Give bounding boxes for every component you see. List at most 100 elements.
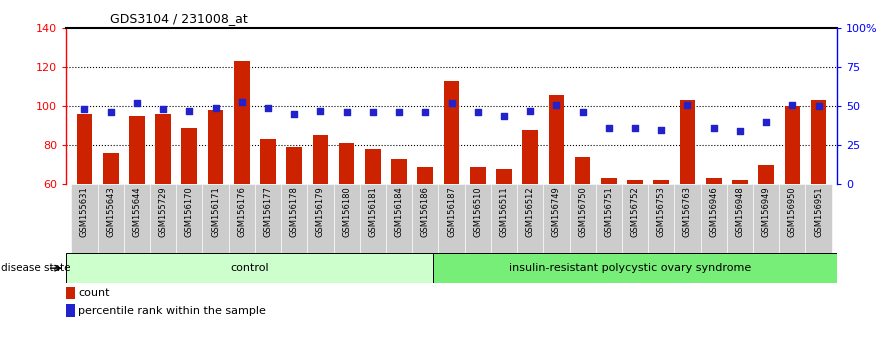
Bar — [281, 184, 307, 253]
Bar — [706, 178, 722, 184]
Bar — [129, 116, 144, 184]
Text: GSM156763: GSM156763 — [683, 186, 692, 237]
Point — [811, 103, 825, 109]
Bar — [103, 153, 119, 184]
Bar — [66, 287, 75, 299]
Text: count: count — [78, 288, 110, 298]
Point — [470, 110, 485, 115]
Bar — [418, 166, 433, 184]
Text: GSM156512: GSM156512 — [526, 186, 535, 237]
Bar — [123, 184, 150, 253]
Bar — [464, 184, 491, 253]
Bar — [654, 180, 670, 184]
Point — [234, 99, 248, 104]
Text: GSM156749: GSM156749 — [552, 186, 561, 237]
Point — [287, 111, 301, 117]
Point — [523, 108, 537, 114]
Text: GSM156179: GSM156179 — [316, 186, 325, 237]
Bar — [549, 95, 564, 184]
Text: percentile rank within the sample: percentile rank within the sample — [78, 306, 266, 316]
Text: GSM156171: GSM156171 — [211, 186, 220, 237]
Bar — [805, 184, 832, 253]
Text: insulin-resistant polycystic ovary syndrome: insulin-resistant polycystic ovary syndr… — [508, 263, 751, 273]
Point — [707, 125, 721, 131]
Bar — [77, 114, 93, 184]
Point — [314, 108, 328, 114]
Bar — [759, 165, 774, 184]
Bar — [732, 180, 748, 184]
Bar — [334, 184, 359, 253]
Bar — [339, 143, 354, 184]
Point — [392, 110, 406, 115]
Text: GSM156181: GSM156181 — [368, 186, 377, 237]
Bar — [66, 253, 433, 283]
Text: GSM156948: GSM156948 — [736, 186, 744, 237]
Point — [418, 110, 433, 115]
Bar — [150, 184, 176, 253]
Point — [156, 107, 170, 112]
Text: GSM156752: GSM156752 — [631, 186, 640, 237]
Point — [130, 100, 144, 106]
Bar — [233, 62, 249, 184]
Point — [497, 113, 511, 118]
Text: GSM156951: GSM156951 — [814, 186, 823, 237]
Bar — [412, 184, 439, 253]
Text: disease state: disease state — [1, 263, 70, 273]
Bar — [255, 184, 281, 253]
Text: GSM156184: GSM156184 — [395, 186, 403, 237]
Point — [444, 100, 458, 106]
Bar — [98, 184, 123, 253]
Bar — [155, 114, 171, 184]
Bar — [365, 149, 381, 184]
Bar — [203, 184, 229, 253]
Bar — [627, 180, 643, 184]
Bar — [622, 184, 648, 253]
Bar — [307, 184, 334, 253]
Bar — [433, 253, 837, 283]
Point — [550, 102, 564, 108]
Bar — [439, 184, 464, 253]
Point — [655, 127, 669, 132]
Bar — [601, 178, 617, 184]
Bar — [700, 184, 727, 253]
Text: GSM156753: GSM156753 — [656, 186, 666, 237]
Bar — [444, 81, 459, 184]
Bar — [596, 184, 622, 253]
Bar — [470, 166, 485, 184]
Point — [680, 102, 694, 108]
Text: GSM156511: GSM156511 — [500, 186, 508, 237]
Point — [366, 110, 380, 115]
Bar — [313, 135, 329, 184]
Bar — [648, 184, 674, 253]
Text: GSM156170: GSM156170 — [185, 186, 194, 237]
Text: GSM156510: GSM156510 — [473, 186, 482, 237]
Text: control: control — [230, 263, 269, 273]
Bar — [71, 184, 98, 253]
Bar — [496, 169, 512, 184]
Bar — [544, 184, 569, 253]
Bar — [286, 147, 302, 184]
Bar — [66, 304, 75, 317]
Point — [182, 108, 196, 114]
Text: GDS3104 / 231008_at: GDS3104 / 231008_at — [110, 12, 248, 25]
Text: GSM156176: GSM156176 — [237, 186, 247, 237]
Bar — [679, 101, 695, 184]
Bar — [674, 184, 700, 253]
Point — [261, 105, 275, 110]
Text: GSM156180: GSM156180 — [342, 186, 352, 237]
Bar — [727, 184, 753, 253]
Text: GSM156186: GSM156186 — [421, 186, 430, 237]
Point — [575, 110, 589, 115]
Point — [602, 125, 616, 131]
Text: GSM156187: GSM156187 — [447, 186, 456, 237]
Bar — [386, 184, 412, 253]
Bar — [208, 110, 224, 184]
Text: GSM155643: GSM155643 — [106, 186, 115, 237]
Bar — [176, 184, 203, 253]
Point — [628, 125, 642, 131]
Text: GSM155644: GSM155644 — [132, 186, 141, 237]
Point — [785, 102, 799, 108]
Bar — [574, 157, 590, 184]
Bar — [491, 184, 517, 253]
Bar — [517, 184, 544, 253]
